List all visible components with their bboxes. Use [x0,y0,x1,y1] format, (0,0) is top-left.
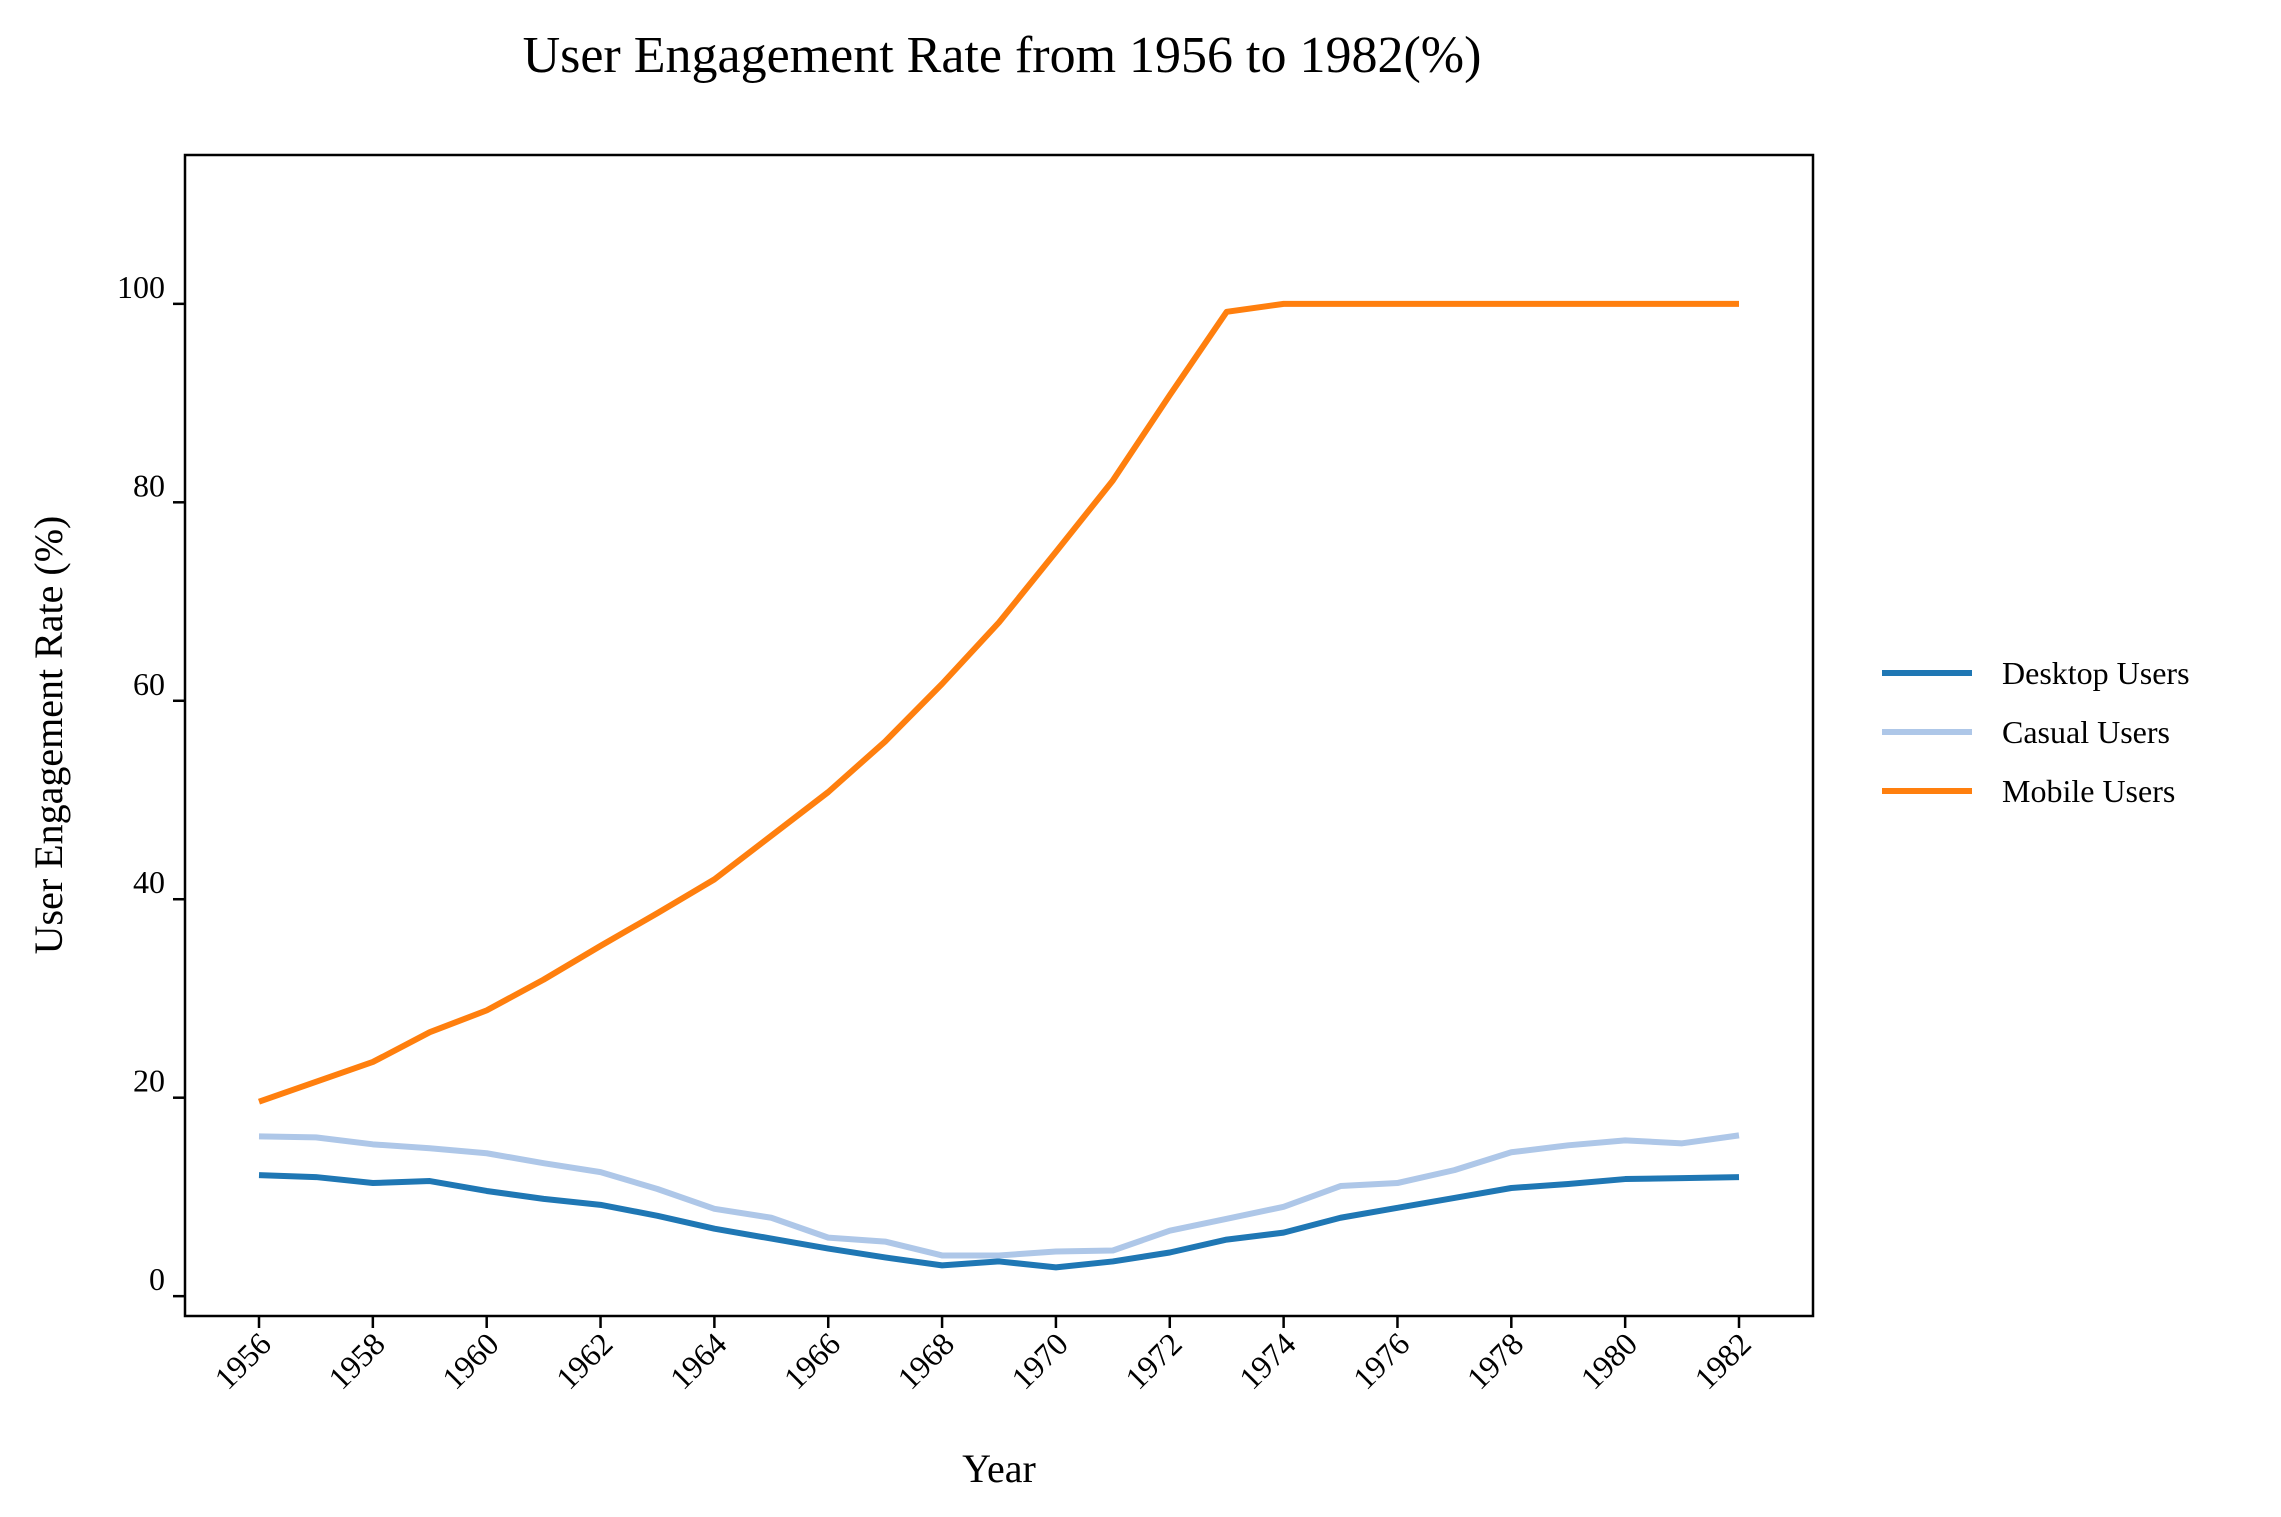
x-axis: 1956 1958 1960 1962 1964 1966 1968 1970 1972 1974… [207,1316,1758,1396]
x-tick-label-1966: 1966 [776,1325,847,1396]
y-axis-label: User Engagement Rate (%) [26,516,71,955]
x-tick-label-1968: 1968 [890,1325,961,1396]
y-tick-label-20: 20 [133,1063,165,1099]
y-tick-label-40: 40 [133,864,165,900]
legend-label-mobile-users: Mobile Users [2002,773,2175,809]
series-line-mobile-users [258,300,1739,1105]
x-tick-label-1958: 1958 [321,1325,392,1396]
x-tick-label-1960: 1960 [435,1325,506,1396]
x-tick-label-1974: 1974 [1232,1325,1303,1396]
x-tick-label-1976: 1976 [1346,1325,1417,1396]
chart-title: User Engagement Rate from 1956 to 1982(%… [523,27,1482,84]
x-tick-label-1962: 1962 [549,1325,620,1396]
x-tick-label-1978: 1978 [1460,1325,1531,1396]
y-tick-label-80: 80 [133,467,165,503]
legend-label-casual-users: Casual Users [2002,714,2170,750]
legend-label-desktop-users: Desktop Users [2002,655,2190,691]
plot-area [183,153,1815,1318]
series-layer [258,300,1740,1271]
legend: Desktop Users Casual Users Mobile Users [1882,655,2190,809]
x-tick-label-1972: 1972 [1118,1325,1189,1396]
y-axis: 0 20 40 60 80 100 [117,269,185,1298]
y-tick-label-100: 100 [117,269,165,305]
x-tick-label-1980: 1980 [1573,1325,1644,1396]
y-tick-label-60: 60 [133,666,165,702]
series-line-desktop-users [258,1172,1740,1271]
x-tick-label-1982: 1982 [1687,1325,1758,1396]
x-tick-label-1964: 1964 [663,1325,734,1396]
series-line-casual-users [258,1132,1740,1259]
x-tick-label-1956: 1956 [207,1325,278,1396]
y-tick-label-0: 0 [149,1261,165,1297]
x-tick-label-1970: 1970 [1004,1325,1075,1396]
x-axis-label: Year [962,1446,1036,1491]
